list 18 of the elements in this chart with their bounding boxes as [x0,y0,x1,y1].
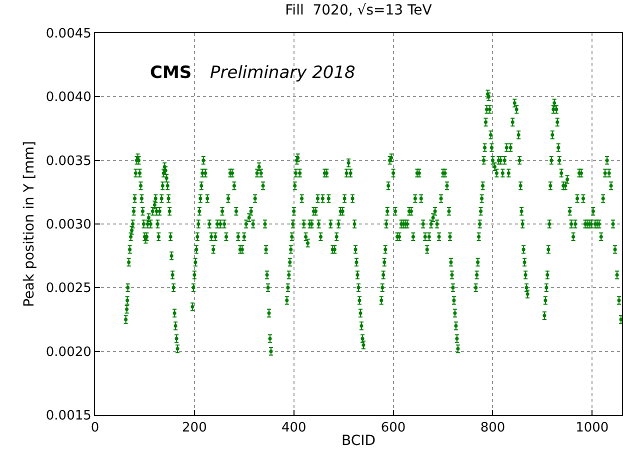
x-tick-label: 800 [480,420,506,436]
y-tick-label: 0.0025 [46,281,92,296]
x-tick-label: 400 [281,420,306,436]
annotation: Preliminary 2018 [210,63,356,83]
x-tick-label: 0 [90,420,100,436]
y-tick-label: 0.0040 [46,90,92,106]
annotation: CMS [150,63,192,83]
x-axis-title: BCID [341,433,376,449]
x-tick-label: 600 [380,420,406,436]
chart-title: Fill 7020, √s=13 TeV [285,2,432,18]
y-axis-title: Peak position in Y [mm] [22,140,38,308]
x-tick-label: 1000 [576,420,609,436]
y-tick-label: 0.0015 [46,408,92,424]
x-tick-label: 200 [182,420,207,436]
y-tick-label: 0.0030 [46,218,92,233]
y-tick-label: 0.0020 [46,344,92,360]
y-tick-label: 0.0035 [46,154,92,169]
y-tick-label: 0.0045 [46,26,92,42]
